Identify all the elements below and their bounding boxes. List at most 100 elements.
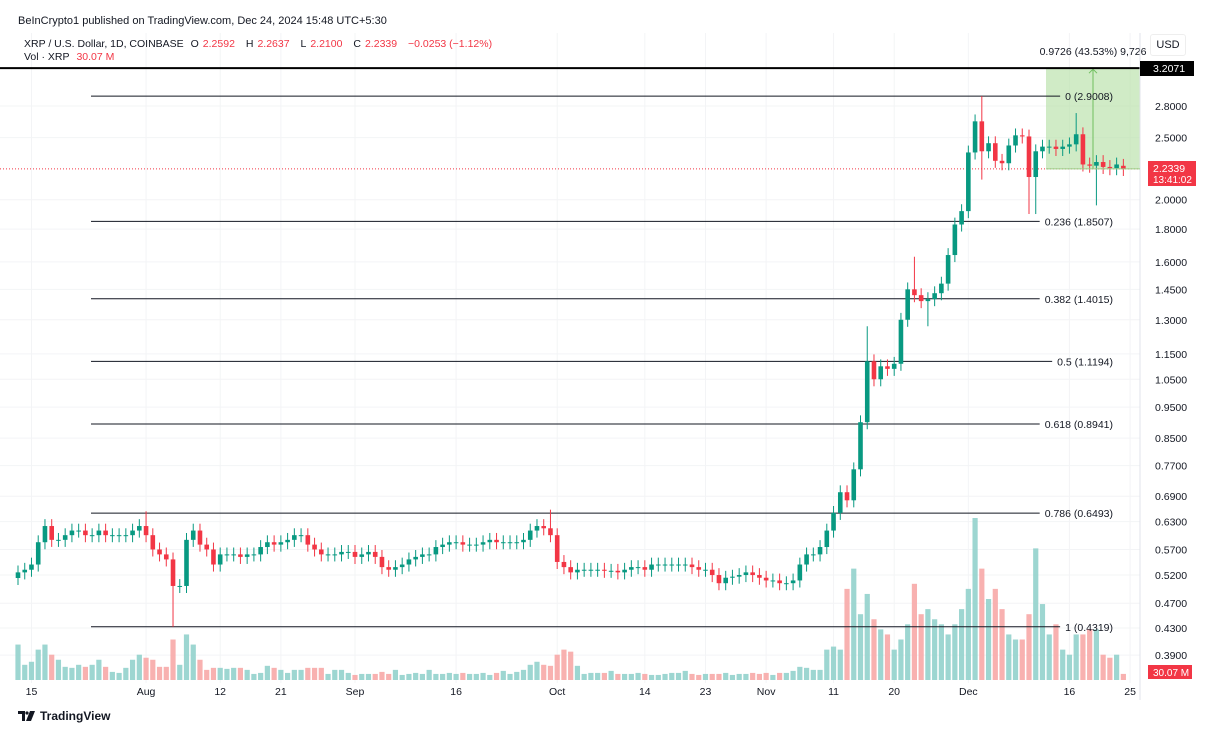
price-tick-label: 1.1500 [1155,349,1187,361]
volume-bar [851,568,857,680]
candle-body [325,554,331,556]
time-axis[interactable]: 15 Aug 12 21 Sep 16 Oct 14 23 Nov 11 20 Dec 16 25 [26,686,1136,698]
volume-bar [925,609,931,680]
volume-bar [682,670,688,680]
candle-body [278,542,284,545]
candle-body [204,544,210,550]
candle-body [143,526,149,536]
candle-body [487,539,493,543]
volume-bar [541,664,547,680]
candle-body [150,535,156,550]
candle-body [217,554,223,565]
candle-body [575,569,580,573]
candle-body [885,366,890,369]
volume-bar [1019,639,1025,680]
volume-bar [35,649,41,680]
volume-bar [635,672,641,680]
candle-body [1100,162,1106,167]
candle-body [494,539,499,543]
volume-bar [1120,673,1126,680]
time-tick-label: 11 [828,686,839,698]
candle-body [561,561,567,568]
volume-value: 30.07 M [76,51,115,63]
volume-bar [736,673,742,680]
volume-label[interactable]: Vol · XRP [24,51,70,63]
candle-body [49,526,54,540]
volume-bar [285,672,291,680]
volume-bar [264,665,270,680]
candle-body [69,530,75,536]
candle-body [898,319,904,364]
volume-bar [204,669,210,680]
currency-button[interactable]: USD [1150,34,1186,56]
time-tick-label: Aug [137,686,156,698]
candle-body [811,554,816,556]
candle-body [386,567,391,570]
candle-body [858,422,863,470]
time-tick-label: 12 [214,686,226,698]
volume-bar [642,673,648,680]
tradingview-logo[interactable]: TradingView [18,709,110,723]
volume-bar [345,672,351,680]
volume-bar [116,672,122,680]
time-tick-label: 15 [26,686,38,698]
volume-bar [864,593,870,680]
volume-bar [884,634,891,680]
candle-body [844,492,850,501]
candle-body [682,564,688,566]
volume-bar [197,659,203,680]
candle-body [1013,135,1018,146]
last-price-label: 2.2339 [1153,163,1185,175]
candle-body [878,366,884,380]
hline-price-label: 3.2071 [1153,63,1185,75]
volume-bar [756,673,762,680]
candle-body [123,535,129,537]
candle-body [871,361,877,380]
candle-body [615,570,621,573]
volume-bar [844,588,850,680]
volume-bar [965,588,971,680]
candle-body [554,535,560,562]
candle-body [366,551,371,555]
candle-body [258,547,263,555]
volume-bar [891,649,897,680]
candle-body [1046,146,1052,148]
volume-bar [311,667,318,680]
candle-body [979,121,985,152]
volume-bar [675,672,682,680]
volume-bar [123,667,129,680]
volume-bar [440,673,446,680]
volume-bar [1046,634,1052,680]
candle-body [999,160,1005,164]
volume-bar [729,674,736,680]
tradingview-logo-icon [18,711,35,721]
candle-body [656,564,661,566]
candle-body [56,539,61,541]
volume-bar [581,673,587,680]
volume-bar [359,673,365,680]
candle-body [285,539,290,543]
volume-tag-label: 30.07 M [1153,668,1189,679]
candle-body [784,583,789,585]
volume-bar [183,634,190,680]
price-tick-label: 0.8500 [1155,433,1187,445]
candle-body [1121,165,1126,169]
candle-body [608,570,614,572]
candle-body [952,224,958,256]
volume-bar [945,634,951,680]
candle-body [770,580,776,582]
fibonacci-retracement[interactable]: 0 (2.9008) 0.236 (1.8507) 0.382 (1.4015) 0.… [91,91,1113,634]
volume-bar [878,629,884,680]
candle-body [750,572,755,576]
candle-body [500,542,506,544]
candle-body [669,564,675,566]
price-axis[interactable]: 2.8000 2.5000 2.0000 1.8000 1.6000 1.4500 1.30… [1155,101,1187,662]
candle-body [709,569,715,576]
candle-body [312,544,317,550]
symbol-title[interactable]: XRP / U.S. Dollar, 1D, COINBASE [24,38,184,50]
candle-body [29,564,34,570]
volume-bar [783,672,789,680]
candle-body [184,539,189,586]
volume-bar [723,672,729,680]
